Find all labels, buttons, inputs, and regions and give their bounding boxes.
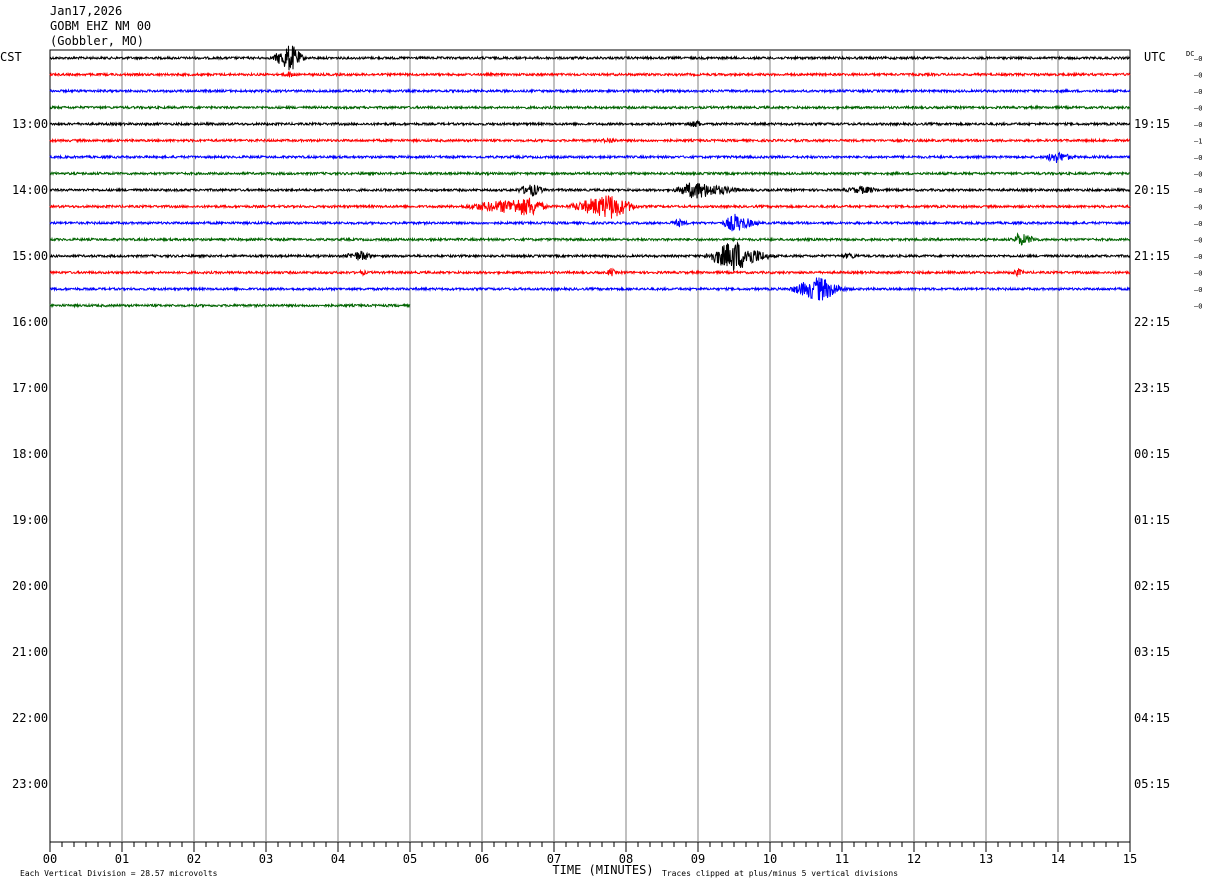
right-hour-label: 02:15 — [1134, 579, 1170, 593]
x-tick-label: 08 — [619, 852, 633, 866]
x-tick-label: 00 — [43, 852, 57, 866]
seismic-trace — [49, 71, 1131, 78]
right-hour-label: 03:15 — [1134, 645, 1170, 659]
left-hour-label: 14:00 — [12, 183, 48, 197]
x-tick-label: 01 — [115, 852, 129, 866]
dc-offset-label: –0 — [1194, 88, 1202, 96]
x-tick-label: 07 — [547, 852, 561, 866]
dc-offset-label: –0 — [1194, 55, 1202, 63]
seismic-trace — [49, 137, 1130, 145]
right-timezone-label: UTC — [1144, 50, 1166, 64]
seismic-trace — [49, 213, 1131, 232]
x-axis-label: TIME (MINUTES) — [552, 863, 653, 877]
dc-offset-label: –0 — [1194, 121, 1202, 129]
right-hour-label: 22:15 — [1134, 315, 1170, 329]
x-tick-label: 06 — [475, 852, 489, 866]
left-hour-label: 23:00 — [12, 777, 48, 791]
seismic-trace — [49, 182, 1131, 199]
x-tick-label: 09 — [691, 852, 705, 866]
header-location: (Gobbler, MO) — [50, 34, 144, 48]
dc-offset-label: –0 — [1194, 105, 1202, 113]
seismic-trace — [49, 267, 1131, 278]
left-hour-label: 16:00 — [12, 315, 48, 329]
x-tick-label: 02 — [187, 852, 201, 866]
plot-frame — [49, 49, 1131, 843]
right-hour-label: 21:15 — [1134, 249, 1170, 263]
right-hour-label: 23:15 — [1134, 381, 1170, 395]
left-hour-label: 18:00 — [12, 447, 48, 461]
seismic-trace — [49, 170, 1131, 177]
right-hour-label: 20:15 — [1134, 183, 1170, 197]
right-hour-label: 04:15 — [1134, 711, 1170, 725]
seismic-trace — [49, 195, 1131, 219]
x-tick-label: 11 — [835, 852, 849, 866]
footer-clip-note: Traces clipped at plus/minus 5 vertical … — [662, 869, 898, 878]
left-timezone-label: CST — [0, 50, 22, 64]
header-station: GOBM EHZ NM 00 — [50, 19, 152, 33]
x-tick-label: 15 — [1123, 852, 1137, 866]
footer-scale-note: Each Vertical Division = 28.57 microvolt… — [20, 869, 218, 878]
x-tick-label: 04 — [331, 852, 345, 866]
header-date: Jan17,2026 — [50, 4, 123, 18]
seismic-trace — [49, 104, 1131, 111]
seismic-trace — [49, 240, 1131, 271]
left-hour-label: 13:00 — [12, 117, 48, 131]
x-tick-label: 05 — [403, 852, 417, 866]
x-tick-label: 03 — [259, 852, 273, 866]
dc-offset-label: –0 — [1194, 187, 1202, 195]
dc-offset-label: –1 — [1194, 138, 1202, 146]
seismic-trace — [49, 151, 1130, 163]
dc-label: DC — [1186, 50, 1194, 58]
dc-offset-label: –0 — [1194, 154, 1202, 162]
dc-offset-label: –0 — [1194, 237, 1202, 245]
dc-offset-label: –0 — [1194, 204, 1202, 212]
left-hour-label: 17:00 — [12, 381, 48, 395]
seismic-trace — [49, 87, 1131, 95]
seismic-trace — [49, 232, 1131, 246]
x-tick-label: 14 — [1051, 852, 1065, 866]
right-hour-label: 01:15 — [1134, 513, 1170, 527]
right-hour-label: 19:15 — [1134, 117, 1170, 131]
x-tick-label: 12 — [907, 852, 921, 866]
x-tick-label: 13 — [979, 852, 993, 866]
x-tick-label: 10 — [763, 852, 777, 866]
right-hour-label: 05:15 — [1134, 777, 1170, 791]
left-hour-label: 19:00 — [12, 513, 48, 527]
seismic-trace — [49, 45, 1131, 71]
dc-offset-label: –0 — [1194, 303, 1202, 311]
left-hour-label: 22:00 — [12, 711, 48, 725]
dc-offset-label: –0 — [1194, 72, 1202, 80]
dc-offset-label: –0 — [1194, 270, 1202, 278]
dc-offset-label: –0 — [1194, 286, 1202, 294]
seismic-trace — [49, 119, 1131, 128]
left-hour-label: 15:00 — [12, 249, 48, 263]
dc-offset-label: –0 — [1194, 171, 1202, 179]
right-hour-label: 00:15 — [1134, 447, 1170, 461]
dc-offset-label: –0 — [1194, 253, 1202, 261]
seismic-trace — [49, 277, 1131, 301]
left-hour-label: 21:00 — [12, 645, 48, 659]
seismic-trace — [49, 302, 411, 309]
dc-offset-label: –0 — [1194, 220, 1202, 228]
left-hour-label: 20:00 — [12, 579, 48, 593]
